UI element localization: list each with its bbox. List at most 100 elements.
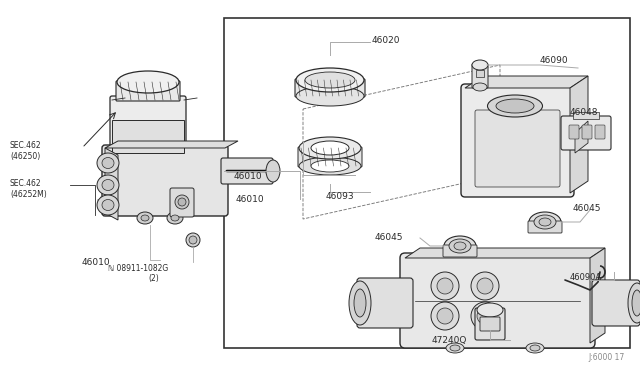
Circle shape: [437, 308, 453, 324]
Text: 46045: 46045: [375, 232, 403, 241]
Bar: [573, 112, 599, 119]
FancyBboxPatch shape: [443, 245, 477, 257]
Text: 46010: 46010: [236, 195, 264, 204]
Ellipse shape: [449, 239, 471, 253]
Ellipse shape: [628, 283, 640, 323]
Ellipse shape: [167, 212, 183, 224]
Text: 46093: 46093: [326, 192, 355, 201]
Text: 46045: 46045: [573, 203, 602, 212]
Polygon shape: [465, 76, 588, 88]
Ellipse shape: [446, 343, 464, 353]
Ellipse shape: [296, 86, 364, 106]
Ellipse shape: [296, 68, 364, 92]
Text: (2): (2): [148, 274, 159, 283]
Ellipse shape: [102, 180, 114, 190]
Circle shape: [471, 302, 499, 330]
Bar: [476, 70, 484, 77]
Circle shape: [178, 198, 186, 206]
Ellipse shape: [171, 215, 179, 221]
Text: 46010: 46010: [234, 171, 262, 180]
FancyBboxPatch shape: [298, 147, 362, 167]
Ellipse shape: [97, 195, 119, 215]
Circle shape: [471, 272, 499, 300]
Ellipse shape: [488, 95, 543, 117]
Ellipse shape: [529, 212, 561, 232]
Text: ℕ 08911-1082G: ℕ 08911-1082G: [108, 264, 168, 273]
Circle shape: [437, 278, 453, 294]
Ellipse shape: [311, 141, 349, 155]
Circle shape: [175, 195, 189, 209]
Ellipse shape: [97, 175, 119, 195]
FancyBboxPatch shape: [295, 79, 365, 97]
Text: (46250): (46250): [10, 152, 40, 161]
FancyBboxPatch shape: [461, 84, 574, 197]
Ellipse shape: [102, 157, 114, 169]
Text: 47240Q: 47240Q: [432, 336, 467, 344]
Text: 46090: 46090: [540, 55, 568, 64]
Ellipse shape: [530, 345, 540, 351]
Text: 46048: 46048: [570, 108, 598, 116]
Polygon shape: [105, 148, 118, 220]
Circle shape: [477, 308, 493, 324]
FancyBboxPatch shape: [480, 317, 500, 331]
Ellipse shape: [454, 242, 466, 250]
Ellipse shape: [117, 71, 179, 93]
Ellipse shape: [472, 60, 488, 70]
Ellipse shape: [632, 290, 640, 316]
Ellipse shape: [266, 160, 280, 182]
Circle shape: [186, 233, 200, 247]
Polygon shape: [112, 120, 184, 153]
Ellipse shape: [305, 72, 355, 88]
FancyBboxPatch shape: [582, 125, 592, 139]
FancyBboxPatch shape: [110, 96, 186, 155]
Ellipse shape: [299, 137, 361, 159]
Ellipse shape: [477, 303, 503, 317]
Ellipse shape: [97, 153, 119, 173]
Text: J:6000 17: J:6000 17: [589, 353, 625, 362]
Ellipse shape: [137, 212, 153, 224]
FancyBboxPatch shape: [475, 308, 505, 340]
Ellipse shape: [526, 343, 544, 353]
Circle shape: [431, 272, 459, 300]
Text: SEC.462: SEC.462: [10, 179, 42, 188]
Ellipse shape: [539, 218, 551, 226]
FancyBboxPatch shape: [592, 280, 640, 326]
FancyBboxPatch shape: [170, 188, 194, 217]
Text: SEC.462: SEC.462: [10, 141, 42, 150]
Circle shape: [431, 302, 459, 330]
Circle shape: [477, 278, 493, 294]
Text: 46090A: 46090A: [570, 273, 602, 282]
FancyBboxPatch shape: [595, 125, 605, 139]
FancyBboxPatch shape: [569, 125, 579, 139]
FancyBboxPatch shape: [528, 221, 562, 233]
Circle shape: [189, 236, 197, 244]
Ellipse shape: [299, 157, 361, 175]
FancyBboxPatch shape: [116, 81, 180, 101]
Ellipse shape: [311, 160, 349, 172]
Polygon shape: [575, 121, 588, 153]
Text: 46010: 46010: [82, 258, 111, 267]
Ellipse shape: [444, 236, 476, 256]
Polygon shape: [570, 76, 588, 193]
Ellipse shape: [496, 99, 534, 113]
FancyBboxPatch shape: [475, 110, 560, 187]
Polygon shape: [590, 248, 605, 343]
Ellipse shape: [534, 215, 556, 229]
FancyBboxPatch shape: [472, 64, 488, 88]
Ellipse shape: [141, 215, 149, 221]
FancyBboxPatch shape: [357, 278, 413, 328]
Ellipse shape: [473, 83, 487, 91]
Text: 46020: 46020: [372, 35, 401, 45]
FancyBboxPatch shape: [221, 158, 273, 184]
FancyBboxPatch shape: [400, 253, 595, 348]
Ellipse shape: [354, 289, 366, 317]
FancyBboxPatch shape: [561, 116, 611, 150]
Ellipse shape: [102, 199, 114, 211]
Polygon shape: [105, 141, 238, 148]
Bar: [224, 18, 630, 348]
Polygon shape: [405, 248, 605, 258]
Ellipse shape: [349, 281, 371, 325]
Ellipse shape: [450, 345, 460, 351]
FancyBboxPatch shape: [102, 145, 228, 216]
Text: (46252M): (46252M): [10, 190, 47, 199]
